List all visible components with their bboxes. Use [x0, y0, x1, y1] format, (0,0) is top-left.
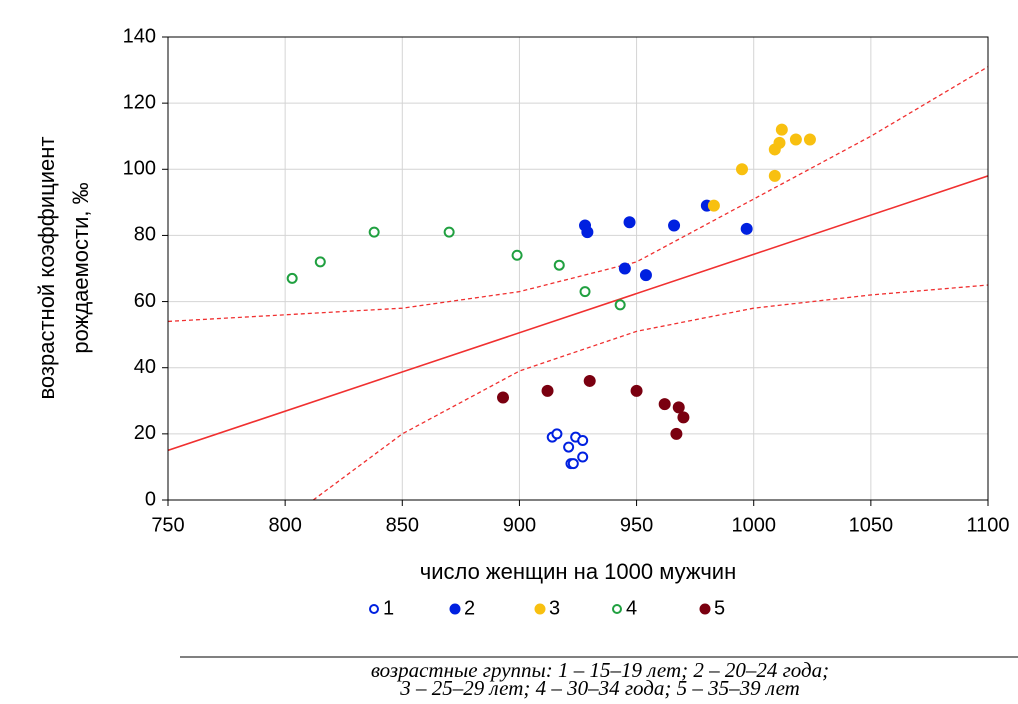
- plot-area: [168, 37, 988, 500]
- point: [563, 441, 575, 453]
- point: [768, 169, 781, 182]
- legend-marker: [612, 604, 622, 614]
- point: [553, 259, 565, 271]
- y-tick-label: 100: [123, 158, 156, 180]
- fit-line: [168, 66, 988, 323]
- point: [551, 428, 563, 440]
- point: [740, 222, 753, 235]
- x-axis-label: число женщин на 1000 мужчин: [420, 559, 736, 584]
- x-tick-label: 900: [503, 514, 536, 536]
- point: [368, 226, 380, 238]
- point: [670, 427, 683, 440]
- point: [623, 216, 636, 229]
- caption: возрастные группы: 1 – 15–19 лет; 2 – 20…: [371, 658, 829, 682]
- legend-marker: [534, 603, 546, 615]
- fit-line: [312, 284, 988, 500]
- point: [677, 411, 690, 424]
- point: [639, 269, 652, 282]
- legend-marker: [699, 603, 711, 615]
- x-tick-label: 750: [151, 514, 184, 536]
- point: [789, 133, 802, 146]
- point: [581, 226, 594, 239]
- point: [577, 451, 589, 463]
- point: [579, 286, 591, 298]
- x-tick-label: 800: [268, 514, 301, 536]
- point: [773, 136, 786, 149]
- point: [497, 391, 510, 404]
- plot-frame: [167, 36, 989, 501]
- point: [577, 434, 589, 446]
- y-axis-label: рождаемости, ‰: [68, 182, 93, 353]
- point: [618, 262, 631, 275]
- point: [658, 398, 671, 411]
- x-tick-label: 1100: [966, 514, 1009, 536]
- point: [775, 123, 788, 136]
- point: [286, 272, 298, 284]
- point: [614, 299, 626, 311]
- point: [803, 133, 816, 146]
- point: [314, 256, 326, 268]
- legend-label: 4: [626, 597, 637, 619]
- x-tick-label: 1050: [849, 514, 894, 536]
- point: [707, 199, 720, 212]
- legend-label: 1: [383, 597, 394, 619]
- y-tick-label: 0: [145, 488, 156, 510]
- y-tick-label: 140: [123, 25, 156, 47]
- y-tick-label: 20: [134, 422, 156, 444]
- y-tick-label: 120: [123, 91, 156, 113]
- legend-marker: [369, 604, 379, 614]
- point: [630, 384, 643, 397]
- y-tick-label: 40: [134, 356, 156, 378]
- legend-marker: [449, 603, 461, 615]
- point: [672, 401, 685, 414]
- y-tick-label: 60: [134, 290, 156, 312]
- y-tick-label: 80: [134, 224, 156, 246]
- x-tick-label: 850: [386, 514, 419, 536]
- legend-label: 3: [549, 597, 560, 619]
- point: [443, 226, 455, 238]
- x-tick-label: 1000: [731, 514, 776, 536]
- x-tick-label: 950: [620, 514, 653, 536]
- point: [583, 374, 596, 387]
- fit-line: [168, 175, 988, 452]
- point: [668, 219, 681, 232]
- point: [736, 163, 748, 176]
- legend-label: 5: [714, 597, 725, 619]
- y-axis-label: возрастной коэффициент: [34, 136, 59, 399]
- point: [567, 458, 579, 470]
- point: [511, 249, 523, 261]
- caption: 3 – 25–29 лет; 4 – 30–34 года; 5 – 35–39…: [399, 676, 800, 699]
- point: [541, 384, 554, 397]
- legend-label: 2: [464, 597, 475, 619]
